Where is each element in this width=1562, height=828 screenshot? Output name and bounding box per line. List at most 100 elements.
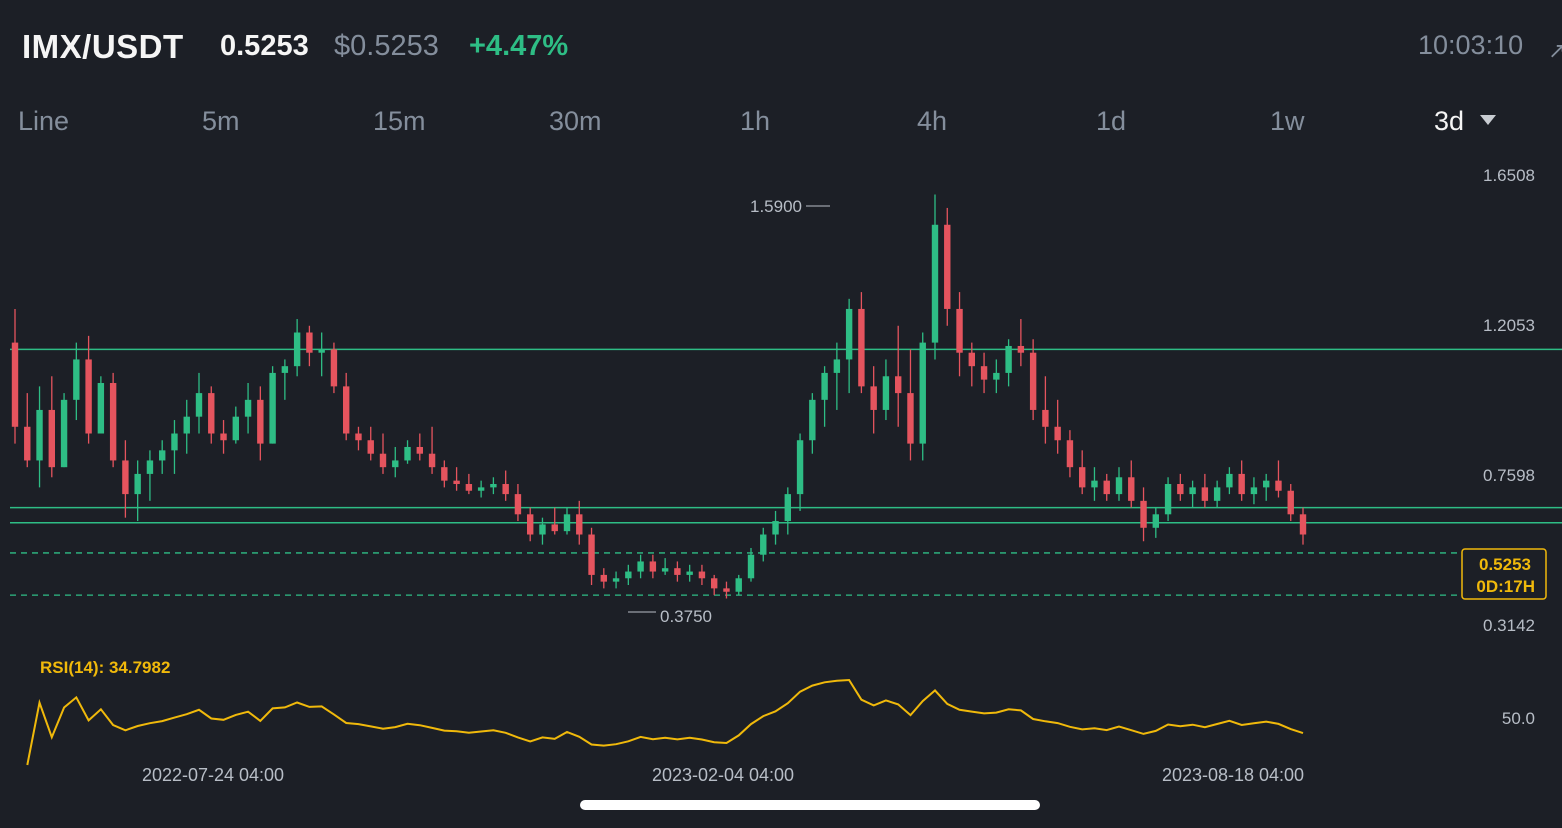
candle-body — [747, 554, 755, 579]
candle-body — [109, 383, 117, 461]
candle-body — [1042, 409, 1049, 427]
tab-1h[interactable]: 1h — [740, 106, 771, 136]
candle-body — [1005, 345, 1012, 373]
candle-body — [625, 571, 632, 579]
candle-body — [661, 568, 669, 572]
time-label-2: 2023-02-04 04:00 — [652, 765, 794, 785]
candle-body — [919, 342, 926, 444]
candle-body — [502, 484, 509, 495]
candle-body — [1177, 484, 1184, 495]
expand-icon[interactable]: ↗ — [1548, 38, 1562, 63]
rsi-line — [26, 678, 1304, 766]
current-price-tag: 0.5253 0D:17H — [1461, 548, 1547, 600]
tab-30m[interactable]: 30m — [549, 106, 602, 136]
candle-body — [760, 534, 767, 555]
candle-body — [134, 473, 141, 495]
candle-body — [355, 433, 362, 441]
time-axis: 2022-07-24 04:00 2023-02-04 04:00 2023-0… — [142, 765, 1304, 785]
candle-body — [796, 440, 804, 495]
candle-body — [1164, 484, 1172, 515]
candle-body — [465, 484, 473, 491]
candle-body — [539, 524, 546, 535]
tab-line[interactable]: Line — [18, 106, 70, 136]
tab-4h[interactable]: 4h — [917, 106, 948, 136]
candle-body — [1213, 487, 1221, 501]
tab-1w[interactable]: 1w — [1270, 106, 1305, 136]
candle-body — [404, 446, 411, 461]
candle-body — [416, 446, 423, 454]
candle-body — [870, 386, 877, 410]
candle-body — [1299, 514, 1307, 535]
candle-body — [686, 571, 693, 575]
candle-body — [1201, 487, 1209, 501]
candle-body — [257, 399, 264, 444]
rsi-label: RSI(14): 34.7982 — [40, 658, 170, 677]
candle-body — [1250, 487, 1258, 495]
candle-body — [1128, 477, 1135, 501]
home-indicator[interactable] — [580, 800, 1040, 810]
candle-body — [146, 460, 154, 474]
current-price-label: 0.5253 — [1479, 555, 1531, 574]
candle-body — [698, 571, 706, 579]
candle-body — [907, 393, 914, 444]
candle-body — [588, 534, 595, 575]
horizontal-lines — [10, 348, 1562, 596]
candle-body — [551, 524, 558, 532]
candle-body — [1079, 467, 1086, 488]
candle-body — [293, 332, 301, 367]
candle-body — [220, 433, 227, 441]
pair-symbol[interactable]: IMX/USDT — [22, 28, 184, 65]
candle-body — [527, 514, 534, 535]
candle-body — [183, 416, 190, 434]
candle-body — [171, 433, 178, 451]
candle-body — [993, 372, 1000, 380]
candle-body — [441, 467, 448, 481]
candle-body — [428, 453, 436, 468]
rsi-panel: RSI(14): 34.7982 50.0 — [26, 658, 1535, 766]
candle-body — [895, 376, 902, 394]
candle-body — [956, 308, 963, 353]
candle-body — [36, 409, 43, 461]
candle-body — [195, 393, 203, 417]
candle-body — [1263, 480, 1270, 488]
candle-body — [330, 349, 338, 387]
axis-label-2: 1.2053 — [1483, 316, 1535, 335]
tab-3d-label: 3d — [1434, 106, 1465, 136]
candle-body — [649, 561, 657, 572]
candle-body — [392, 460, 399, 468]
candle-body — [612, 578, 620, 582]
candle-body — [453, 480, 460, 485]
candle-body — [821, 372, 828, 400]
tab-5m[interactable]: 5m — [202, 106, 240, 136]
tab-3d[interactable]: 3d — [1434, 106, 1497, 137]
tab-1d[interactable]: 1d — [1096, 106, 1127, 136]
candle-body — [1029, 352, 1037, 410]
usd-price: $0.5253 — [334, 30, 439, 62]
candle-body — [931, 224, 939, 343]
candle-body — [980, 366, 988, 380]
high-marker: 1.5900 — [750, 197, 830, 216]
low-marker-label: 0.3750 — [660, 607, 712, 626]
candle-body — [159, 450, 166, 461]
candle-body — [772, 521, 779, 535]
high-marker-label: 1.5900 — [750, 197, 802, 216]
tab-15m[interactable]: 15m — [373, 106, 426, 136]
candle-body — [367, 440, 374, 454]
rsi-axis-label: 50.0 — [1502, 709, 1535, 728]
candle-body — [723, 588, 730, 592]
candle-body — [637, 561, 644, 572]
candle-body — [968, 352, 975, 367]
candle-body — [674, 568, 681, 575]
time-label-3: 2023-08-18 04:00 — [1162, 765, 1304, 785]
candle-body — [1275, 480, 1282, 491]
candle-body — [809, 399, 816, 441]
candle-body — [490, 484, 497, 488]
candle-body — [232, 416, 239, 441]
candlesticks — [11, 194, 1307, 599]
clock-time: 10:03:10 — [1418, 30, 1524, 60]
candle-body — [97, 383, 105, 434]
candle-body — [1152, 514, 1159, 528]
interval-tabs: Line 5m 15m 30m 1h 4h 1d 1w 3d — [0, 100, 1562, 144]
candle-body — [244, 399, 252, 417]
